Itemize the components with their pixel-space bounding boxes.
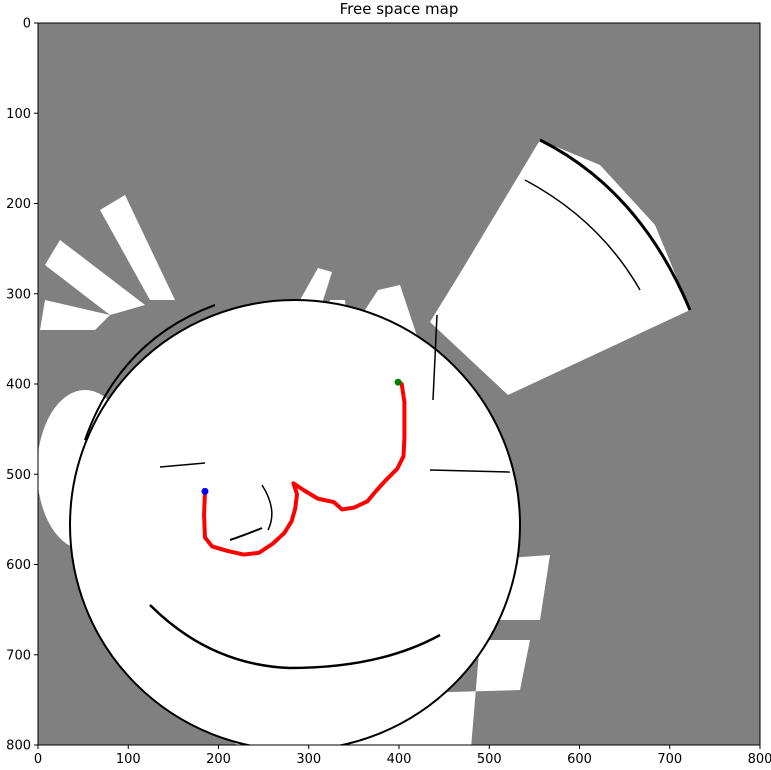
x-tick-label: 500 xyxy=(477,752,502,767)
x-tick-label: 800 xyxy=(748,752,771,767)
obstacle-arc-outer xyxy=(69,299,521,745)
plot-area xyxy=(38,23,760,745)
free-top-spike-2 xyxy=(365,285,420,350)
y-axis-ticks: 0 100 200 300 400 500 600 700 800 xyxy=(6,17,38,754)
obstacle-line-vert xyxy=(432,314,438,401)
x-tick-label: 300 xyxy=(296,752,321,767)
obstacle-curve-center-2 xyxy=(261,484,273,531)
y-tick-label: 400 xyxy=(6,378,31,393)
x-axis-ticks: 0 100 200 300 400 500 600 700 800 xyxy=(34,745,771,767)
free-top-spike-3 xyxy=(320,300,350,355)
free-right-ext xyxy=(480,555,550,620)
x-tick-label: 200 xyxy=(206,752,231,767)
obstacle-edges xyxy=(69,138,692,745)
robot-path-line xyxy=(202,380,407,557)
free-blob-left xyxy=(38,390,133,550)
y-tick-label: 0 xyxy=(23,17,31,32)
obstacle-arc-inner xyxy=(149,604,441,670)
y-tick-label: 600 xyxy=(6,558,31,573)
obstacle-curve-center xyxy=(229,527,263,541)
x-tick-label: 700 xyxy=(657,752,682,767)
y-tick-label: 300 xyxy=(6,287,31,302)
y-tick-label: 100 xyxy=(6,107,31,122)
y-tick-label: 500 xyxy=(6,468,31,483)
obstacle-wedge-inner xyxy=(524,179,641,291)
free-ray-left-3 xyxy=(40,300,110,330)
x-tick-label: 600 xyxy=(567,752,592,767)
obstacle-line-mid xyxy=(159,462,206,468)
x-tick-label: 400 xyxy=(387,752,412,767)
obstacle-line-right xyxy=(429,469,511,473)
y-tick-label: 200 xyxy=(6,197,31,212)
free-ray-left-1 xyxy=(100,195,175,300)
free-bottom-ext xyxy=(170,640,530,745)
obstacle-wedge-edge xyxy=(539,138,692,311)
start-point-marker xyxy=(201,487,209,495)
obstacle-arc-inner-2 xyxy=(84,304,216,441)
y-tick-label: 700 xyxy=(6,648,31,663)
chart-title: Free space map xyxy=(340,0,459,18)
free-ray-left-2 xyxy=(45,240,145,315)
y-tick-label: 800 xyxy=(6,739,31,754)
free-area-main xyxy=(70,300,520,745)
goal-point-marker xyxy=(394,378,402,386)
x-tick-label: 100 xyxy=(116,752,141,767)
x-tick-label: 0 xyxy=(34,752,42,767)
